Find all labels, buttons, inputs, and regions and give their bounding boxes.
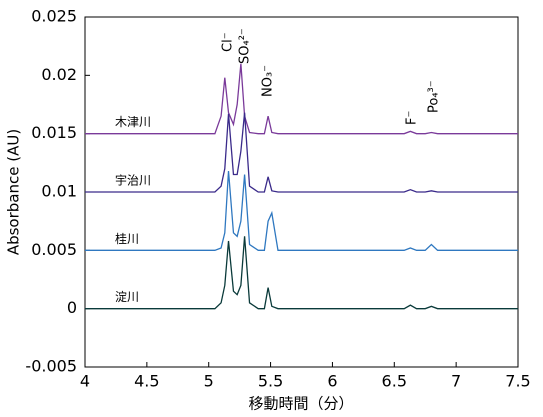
y-tick-label: 0.025	[31, 7, 77, 26]
y-tick-label: 0.005	[31, 240, 77, 259]
y-tick-label: -0.005	[25, 357, 77, 376]
series-label: 桂川	[115, 231, 139, 246]
x-axis-title: 移動時間（分）	[248, 395, 353, 413]
series-line	[85, 112, 518, 193]
x-tick-label: 4.5	[134, 372, 159, 391]
series-line	[85, 170, 518, 251]
peak-annotation: Po₄³⁻	[427, 80, 442, 113]
y-tick-label: 0.01	[41, 182, 77, 201]
y-tick-label: 0.015	[31, 123, 77, 142]
y-tick-label: 0.02	[41, 65, 77, 84]
series-label: 木津川	[115, 115, 151, 129]
x-tick-label: 6	[327, 372, 337, 391]
series-line	[85, 236, 518, 310]
peak-annotation: Cl⁻	[221, 32, 236, 52]
x-tick-label: 6.5	[382, 372, 407, 391]
x-tick-label: 5.5	[258, 372, 283, 391]
x-tick-label: 7.5	[505, 372, 530, 391]
series-line	[85, 63, 518, 135]
x-tick-label: 7	[451, 372, 461, 391]
series-label: 宇治川	[115, 174, 151, 188]
peak-annotation: SO₄²⁻	[238, 28, 253, 64]
y-axis-title: Absorbance (AU)	[5, 129, 23, 255]
peak-annotation: NO₃⁻	[261, 65, 276, 97]
x-tick-label: 4	[80, 372, 90, 391]
y-tick-label: 0	[67, 298, 77, 317]
series-label: 淀川	[115, 290, 139, 304]
peak-annotation: F⁻	[405, 111, 420, 125]
x-tick-label: 5	[204, 372, 214, 391]
